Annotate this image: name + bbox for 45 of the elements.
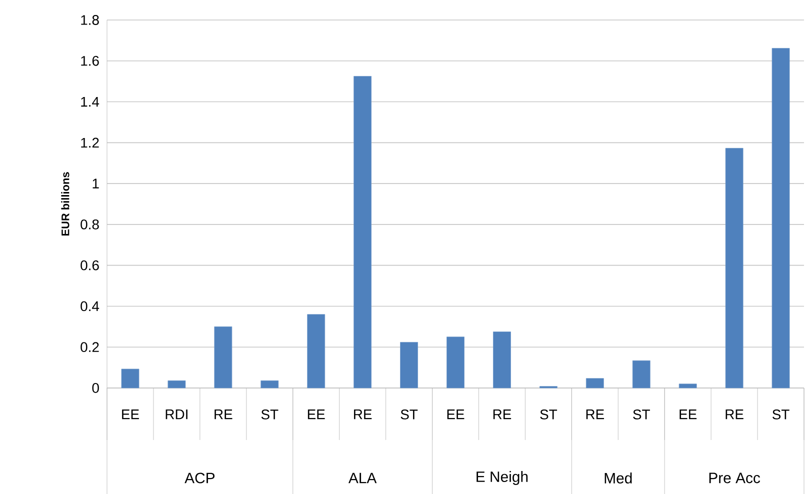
y-tick-label: 0.6 bbox=[80, 260, 99, 270]
bar bbox=[678, 384, 697, 388]
text: ALA bbox=[348, 472, 377, 484]
y-tick-label: 1 bbox=[92, 178, 99, 188]
bar bbox=[493, 332, 511, 388]
y-tick-label: 0 bbox=[92, 383, 99, 393]
x-tick-label: ST bbox=[261, 410, 278, 420]
bar bbox=[400, 342, 418, 388]
text: Med bbox=[604, 472, 632, 484]
y-tick-label: 1.8 bbox=[81, 15, 99, 25]
y-tick-label: 0.4 bbox=[80, 301, 100, 312]
text: E Neigh bbox=[476, 471, 528, 485]
x-tick-label: ST bbox=[772, 410, 790, 420]
x-tick-label: EE bbox=[308, 410, 325, 420]
x-tick-label: RE bbox=[354, 410, 372, 420]
text: Pre Acc bbox=[709, 472, 760, 484]
x-tick-label: EE bbox=[680, 410, 697, 420]
x-tick-label: RDI bbox=[166, 410, 188, 420]
y-tick-label: 1.4 bbox=[81, 96, 100, 107]
bar bbox=[772, 48, 790, 388]
y-tick-label: 0.2 bbox=[80, 342, 99, 352]
x-tick-label: ST bbox=[540, 410, 558, 420]
bar bbox=[121, 368, 140, 388]
bar bbox=[168, 380, 186, 388]
bar bbox=[214, 326, 232, 388]
x-tick-label: ST bbox=[400, 410, 418, 420]
bar bbox=[446, 336, 464, 388]
y-tick-label: 0.8 bbox=[80, 219, 99, 230]
bar bbox=[725, 148, 744, 388]
bar bbox=[260, 380, 279, 388]
x-tick-label: RE bbox=[214, 410, 232, 420]
y-tick-label: 1.2 bbox=[81, 138, 99, 148]
y-tick-label: 1.6 bbox=[81, 56, 99, 66]
bar bbox=[586, 378, 604, 388]
x-tick-label: EE bbox=[447, 410, 464, 420]
y-axis-title: EUR billions bbox=[61, 172, 70, 236]
x-tick-label: RE bbox=[586, 410, 604, 420]
x-tick-label: RE bbox=[493, 410, 512, 420]
bar bbox=[307, 314, 326, 388]
bar bbox=[632, 360, 650, 388]
x-tick-label: ST bbox=[633, 410, 650, 420]
bar bbox=[354, 76, 372, 388]
x-tick-label: RE bbox=[726, 410, 744, 420]
x-tick-label: EE bbox=[122, 410, 139, 420]
text: ACP bbox=[184, 472, 214, 484]
